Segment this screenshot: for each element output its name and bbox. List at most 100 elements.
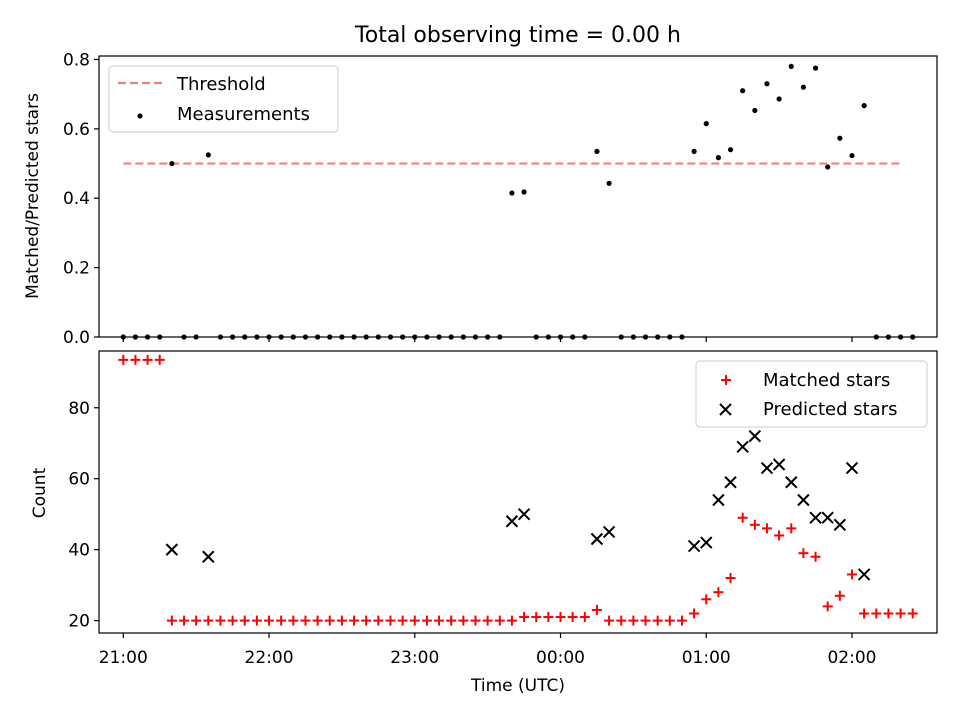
measurement-point	[861, 103, 867, 109]
top-plot-frame	[98, 55, 938, 338]
legend-measurements-label: Measurements	[177, 104, 310, 125]
matched-star-marker	[579, 612, 590, 623]
matched-star-marker	[846, 569, 857, 580]
bottom-y-axis-label: Count	[30, 467, 50, 518]
bottom-x-axis-label: Time (UTC)	[470, 676, 565, 696]
legend-matched-label: Matched stars	[763, 370, 890, 391]
matched-star-marker	[640, 615, 651, 626]
measurement-point	[752, 107, 758, 114]
bottom-x-tick-label: 00:00	[536, 648, 585, 668]
matched-star-marker	[276, 615, 287, 626]
matched-star-marker	[883, 608, 894, 619]
matched-star-marker	[834, 590, 845, 601]
matched-star-marker	[349, 615, 360, 626]
top-y-axis-label: Matched/Predicted stars	[23, 93, 43, 299]
matched-star-marker	[786, 523, 797, 534]
matched-star-marker	[361, 615, 372, 626]
bottom-legend-box	[695, 360, 928, 428]
predicted-star-marker	[809, 511, 822, 524]
measurement-point	[849, 152, 855, 159]
matched-star-marker	[567, 612, 578, 623]
matched-star-marker	[312, 615, 323, 626]
matched-star-marker	[288, 615, 299, 626]
matched-star-marker	[191, 615, 202, 626]
matched-star-marker	[895, 608, 906, 619]
measurement-point	[788, 63, 794, 70]
matched-star-marker	[676, 615, 687, 626]
legend-measurements-swatch	[137, 113, 143, 119]
matched-star-marker	[604, 615, 615, 626]
bottom-x-tick-label: 21:00	[99, 648, 148, 668]
top-y-axis: 0.0 0.2 0.4 0.6 0.8	[63, 50, 99, 348]
top-x-ticks	[122, 337, 853, 342]
matched-star-marker	[859, 608, 870, 619]
measurement-point	[825, 164, 831, 170]
predicted-star-marker	[724, 476, 737, 489]
matched-star-marker	[446, 615, 457, 626]
matched-star-marker	[251, 615, 262, 626]
bottom-y-tick-label: 60	[68, 470, 90, 490]
measurement-point	[740, 88, 746, 94]
matched-star-marker	[142, 354, 153, 365]
bottom-predicted-stars	[165, 429, 871, 581]
bottom-x-tick-label: 02:00	[827, 648, 876, 668]
matched-star-marker	[300, 615, 311, 626]
predicted-star-marker	[833, 518, 847, 532]
bottom-x-axis: 21:00 22:00 23:00 00:00 01:00 02:00	[99, 633, 876, 668]
matched-star-marker	[239, 615, 250, 626]
top-y-tick-label: 0.4	[63, 189, 90, 209]
bottom-y-tick-label: 40	[68, 541, 90, 561]
matched-star-marker	[761, 523, 772, 534]
matched-star-marker	[519, 612, 530, 623]
predicted-star-marker	[760, 461, 774, 475]
matched-star-marker	[434, 615, 445, 626]
predicted-star-marker	[736, 440, 749, 453]
measurement-point	[764, 81, 770, 87]
legend-predicted-swatch	[719, 403, 732, 416]
measurement-point	[594, 148, 600, 155]
matched-star-marker	[798, 548, 809, 559]
matched-star-marker	[264, 615, 275, 626]
predicted-star-marker	[857, 568, 871, 581]
matched-star-marker	[482, 615, 493, 626]
bottom-x-tick-label: 23:00	[390, 648, 439, 668]
bottom-y-tick-label: 80	[68, 399, 90, 419]
measurement-point	[606, 180, 612, 186]
matched-star-marker	[531, 612, 542, 623]
matched-star-marker	[154, 354, 165, 365]
measurement-point	[776, 96, 782, 102]
matched-star-marker	[130, 354, 141, 365]
top-panel: 0.00.20.40.60.8 Matched/Predicted stars …	[23, 50, 938, 348]
matched-star-marker	[907, 608, 918, 619]
matched-star-marker	[385, 615, 396, 626]
predicted-star-marker	[590, 532, 604, 546]
matched-star-marker	[409, 615, 420, 626]
matched-star-marker	[689, 608, 700, 619]
matched-star-marker	[652, 615, 663, 626]
predicted-star-marker	[505, 515, 519, 528]
predicted-star-marker	[687, 539, 701, 553]
top-y-tick-label: 0.6	[63, 120, 90, 140]
top-y-tick-label: 0.2	[63, 259, 90, 279]
measurement-point	[205, 152, 211, 158]
predicted-star-marker	[748, 429, 762, 443]
matched-star-marker	[179, 615, 190, 626]
matched-star-marker	[227, 615, 238, 626]
predicted-star-marker	[602, 525, 616, 539]
predicted-star-marker	[165, 543, 179, 556]
top-y-tick-label: 0.8	[63, 50, 90, 70]
measurement-point	[521, 189, 527, 195]
matched-star-marker	[336, 615, 347, 626]
measurement-point	[812, 65, 819, 71]
matched-star-marker	[555, 612, 566, 623]
chart-title: Total observing time = 0.00 h	[354, 23, 681, 48]
predicted-star-marker	[785, 476, 798, 489]
matched-star-marker	[166, 615, 177, 626]
bottom-legend: Matched stars Predicted stars	[695, 360, 928, 428]
measurement-point	[715, 155, 721, 161]
matched-star-marker	[701, 594, 712, 605]
predicted-star-marker	[845, 461, 859, 475]
matched-star-marker	[324, 615, 335, 626]
top-legend-box	[108, 65, 339, 133]
